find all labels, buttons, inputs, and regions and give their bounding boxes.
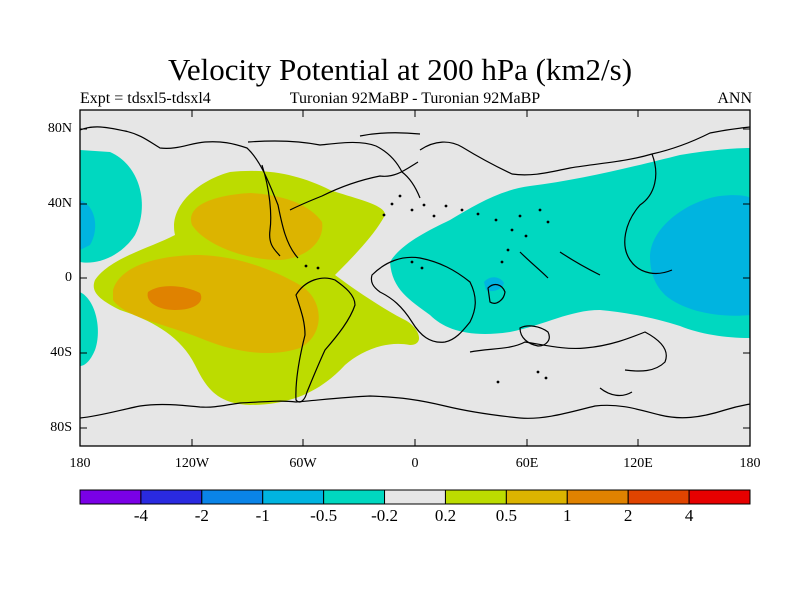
colorbar-box [262,489,325,505]
contour-neg-core-e [650,195,750,316]
contour-pos-1 [147,286,202,310]
lon-tick-label: 60W [289,456,317,471]
colorbar-box [79,489,142,505]
colorbar-tick-label: -4 [133,506,148,525]
contour-neg-nw-core [80,200,96,250]
season-label: ANN [717,90,752,107]
islands [304,194,550,384]
page-title: Velocity Potential at 200 hPa (km2/s) [167,52,633,87]
lat-tick-label: 0 [65,270,72,285]
lon-tick-label: 180 [739,456,761,471]
axis-ticks [79,110,751,446]
lat-tick-label: 80N [47,121,72,136]
contour-pos-0.5-north [190,193,323,260]
colorbar-tick-label: 0.2 [434,506,457,525]
colorbar-tick-label: -1 [255,506,270,525]
lon-tick-label: 60E [515,456,539,471]
colorbar-tick-label: -0.5 [310,506,338,525]
experiment-label: Expt = tdsxl5-tdsxl4 [80,90,211,107]
colorbar-tick-label: 1 [563,506,572,525]
colorbar-box [688,489,751,505]
colorbar-tick-label: 4 [684,506,694,525]
coastline-india-madagascar [487,283,550,347]
colorbar-tick-label: -0.2 [371,506,398,525]
coastline-africa [370,256,476,343]
coastline-south-america [295,277,356,403]
colorbar-box [444,489,507,505]
contour-neg-central [390,148,750,338]
coastline-antarctica [80,395,750,419]
coastlines [80,126,750,419]
coastline-laurasia [419,126,750,279]
contour-neg-nw [80,150,142,263]
colorbar-box [201,489,264,505]
lon-tick-label: 120E [623,456,653,471]
contour-neg-sw [80,292,98,366]
lon-tick-label: 0 [411,456,419,471]
lat-tick-label: 40N [47,196,72,211]
colorbar [79,489,751,505]
coastline-north-polar [80,126,421,259]
period-label: Turonian 92MaBP - Turonian 92MaBP [289,90,541,107]
colorbar-box [566,489,629,505]
colorbar-tick-label: 2 [623,506,633,525]
colorbar-box [505,489,568,505]
colorbar-box [384,489,446,505]
colorbar-box [140,489,203,505]
lat-tick-label: 40S [50,345,72,360]
lat-tick-label: 80S [50,420,72,435]
lon-tick-label: 180 [69,456,91,471]
colorbar-box [323,489,386,505]
colorbar-tick-label: 0.5 [495,506,517,525]
contour-fills [80,148,750,405]
lon-tick-label: 120W [174,456,210,471]
coastline-australia-east [469,331,667,397]
contour-pos-0.5-south [113,255,319,354]
colorbar-box [627,489,690,505]
colorbar-tick-label: -2 [194,506,209,525]
